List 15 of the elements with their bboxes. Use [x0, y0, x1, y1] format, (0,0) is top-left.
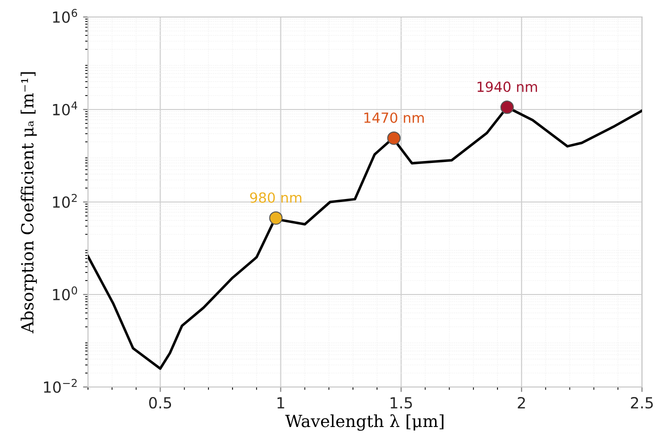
x-tick-label: 2.5	[630, 396, 653, 409]
x-axis-title: Wavelength λ [μm]	[285, 414, 444, 431]
y-tick-label: 10$^{6}$	[53, 8, 78, 23]
y-axis-title: Absorption Coefficient μₐ [m⁻¹]	[20, 72, 37, 334]
y-tick-label: 10$^{−2}$	[44, 378, 77, 393]
x-tick-label: 2	[518, 396, 525, 408]
y-tick-label: 10$^{4}$	[53, 102, 78, 116]
annotation: 980 nm	[250, 192, 302, 203]
x-tick-label: 0.5	[149, 396, 172, 409]
annotation: 1470 nm	[364, 112, 424, 123]
x-tick-label: 1.5	[390, 397, 412, 409]
x-tick-label: 1	[278, 397, 284, 408]
annotation: 1940 nm	[478, 82, 537, 92]
y-tick-label: 10$^{0}$	[53, 286, 78, 300]
y-tick-label: 10$^{2}$	[53, 194, 77, 208]
